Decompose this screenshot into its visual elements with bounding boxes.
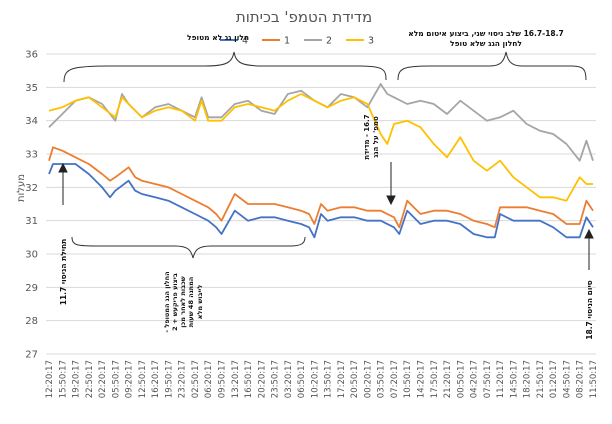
arrows [58,162,594,270]
y-tick-label: 36 [25,50,38,61]
x-tick-label: 00:20:17 [363,360,373,398]
annotation-experiment-end: 18.7 סיום הניסוי [585,280,594,339]
x-tick-label: 21:20:17 [443,360,453,398]
y-axis-ticks: 27 28 29 30 31 32 33 34 35 36 [25,50,38,361]
legend-label-1: 1 [284,36,290,47]
brackets [63,51,587,259]
x-tick-label: 13:20:17 [231,360,241,398]
legend-label-2: 2 [326,36,332,47]
x-tick-label: 06:20:17 [204,360,214,398]
series-lines [48,83,594,239]
x-tick-label: 02:20:17 [98,360,108,398]
x-tick-label: 07:20:17 [390,360,400,398]
x-tick-label: 10:20:17 [310,360,320,398]
y-tick-label: 35 [25,83,38,94]
x-tick-label: 06:50:17 [297,360,307,398]
series-line-1 [48,146,594,229]
x-tick-label: 12:50:17 [138,360,148,398]
legend-label-4: 4 [242,36,248,47]
annotation-roof-measure-box: 16.7 - מדידת טמפ' על הגג [363,114,381,160]
y-tick-label: 33 [25,150,38,161]
arrow-roof-head [386,195,396,206]
arrow-start-head [58,162,68,173]
bracket-bottom [71,236,306,259]
bracket-left-top [63,51,387,83]
x-tick-label: 10:50:17 [403,360,413,398]
legend: 3 2 1 4 [220,36,374,47]
annotation-treatment-box: החלון הגג המטופל - ביצוע פריקעש + 2 שכבו… [163,271,204,333]
x-tick-label: 11:20:17 [496,360,506,398]
y-tick-label: 30 [25,250,38,261]
x-tick-label: 12:20:17 [45,360,55,398]
annotation-roof-measure: 16.7 - מדידת טמפ' על הגג [363,114,381,160]
gridlines [46,53,596,355]
x-tick-label: 03:50:17 [377,360,387,398]
x-tick-label: 20:20:17 [257,360,267,398]
annotation-second-stage: 16.7-18.7 שלב ניסוי שני, ביצוע איטום מלא… [408,29,564,49]
annotation-treatment: החלון הגג המטופל - ביצוע פריקעש + 2 שכבו… [163,271,204,333]
y-tick-label: 31 [25,216,38,227]
x-tick-label: 00:50:17 [456,360,466,398]
x-tick-label: 14:50:17 [509,360,519,398]
x-tick-label: 09:50:17 [217,360,227,398]
x-tick-label: 16:50:17 [244,360,254,398]
x-tick-label: 18:20:17 [523,360,533,398]
x-tick-label: 01:20:17 [549,360,559,398]
x-tick-label: 04:20:17 [470,360,480,398]
annotation-experiment-start: 11.7 תחילת הניסוי [59,239,68,306]
y-axis-label: מעלות [16,174,27,202]
annotation-second-stage-box: 16.7-18.7 שלב ניסוי שני, ביצוע איטום מלא… [408,29,564,49]
y-tick-label: 27 [25,350,38,361]
x-tick-label: 22:50:17 [85,360,95,398]
x-tick-label: 17:50:17 [430,360,440,398]
x-tick-label: 08:20:17 [576,360,586,398]
y-tick-label: 34 [25,116,38,127]
series-line-4 [48,163,594,239]
y-tick-label: 29 [25,283,38,294]
arrow-end-head [584,228,594,239]
x-tick-label: 14:20:17 [417,360,427,398]
x-tick-label: 23:50:17 [271,360,281,398]
x-tick-label: 09:20:17 [125,360,135,398]
x-tick-label: 11:50:17 [589,360,599,398]
x-tick-label: 07:50:17 [483,360,493,398]
annotation-untreated-window: חלון גג לא מטופל [187,33,249,42]
x-tick-label: 19:50:17 [164,360,174,398]
chart-title: מדידת הטמפ' בכיתות [236,8,372,26]
bracket-right-top [397,51,587,81]
x-tick-label: 03:20:17 [284,360,294,398]
x-tick-label: 16:20:17 [151,360,161,398]
x-tick-label: 04:50:17 [562,360,572,398]
x-tick-label: 17:20:17 [337,360,347,398]
annotation-texts: חלון גג לא מטופל 16.7-18.7 שלב ניסוי שני… [59,29,594,340]
x-tick-label: 20:50:17 [350,360,360,398]
x-tick-label: 02:50:17 [191,360,201,398]
y-tick-label: 32 [25,183,38,194]
x-tick-label: 15:50:17 [58,360,68,398]
x-tick-label: 21:50:17 [536,360,546,398]
y-tick-label: 28 [25,316,38,327]
x-tick-label: 13:50:17 [324,360,334,398]
x-tick-label: 05:50:17 [111,360,121,398]
series-line-3 [48,93,593,202]
x-tick-label: 19:20:17 [72,360,82,398]
x-tick-label: 23:20:17 [178,360,188,398]
x-axis-ticks: 12:20:17 15:50:17 19:20:17 22:50:17 02:20:17… [45,360,599,398]
legend-label-3: 3 [368,36,374,47]
